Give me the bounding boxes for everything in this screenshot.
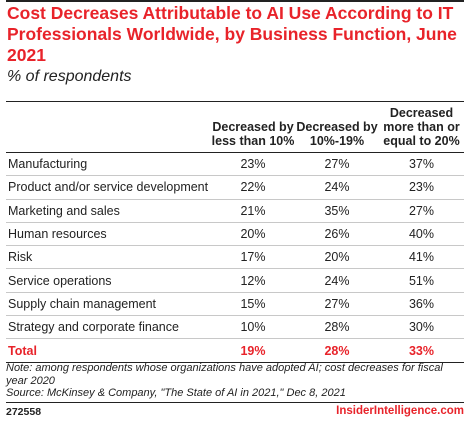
note-text: Note: among respondents whose organizati… bbox=[6, 362, 443, 387]
header-cell-20-plus: Decreased more than or equal to 20% bbox=[379, 102, 464, 153]
cell-value: 51% bbox=[379, 268, 464, 293]
cell-value: 24% bbox=[295, 175, 379, 200]
chart-title: Cost Decreases Attributable to AI Use Ac… bbox=[7, 3, 457, 65]
table-row: Human resources 20% 26% 40% bbox=[6, 222, 464, 247]
cell-value: 12% bbox=[211, 268, 295, 293]
row-label: Product and/or service development bbox=[6, 175, 211, 200]
cell-value: 21% bbox=[211, 199, 295, 223]
note-block: Note: among respondents whose organizati… bbox=[6, 362, 462, 400]
cell-value: 27% bbox=[295, 292, 379, 317]
cell-value: 36% bbox=[379, 292, 464, 317]
chart-id: 272558 bbox=[6, 406, 42, 418]
row-label: Service operations bbox=[6, 268, 211, 293]
cell-value: 20% bbox=[295, 245, 379, 270]
cell-value: 15% bbox=[211, 292, 295, 317]
table-row: Marketing and sales 21% 35% 27% bbox=[6, 199, 464, 223]
data-table: Decreased by less than 10% Decreased by … bbox=[6, 102, 464, 363]
cell-value: 23% bbox=[211, 152, 295, 177]
cell-value: 23% bbox=[379, 175, 464, 200]
table-body: Manufacturing 23% 27% 37% Product and/or ser… bbox=[6, 152, 464, 363]
cell-value: 10% bbox=[211, 315, 295, 340]
table-row: Product and/or service development 22% 24%… bbox=[6, 175, 464, 200]
cell-value: 20% bbox=[211, 222, 295, 247]
header-rule bbox=[6, 101, 464, 102]
cell-value: 30% bbox=[379, 315, 464, 340]
cell-value: 28% bbox=[295, 315, 379, 340]
row-label: Manufacturing bbox=[6, 152, 211, 177]
top-rule bbox=[6, 0, 464, 2]
brand-link[interactable]: InsiderIntelligence.com bbox=[336, 405, 464, 417]
row-label: Risk bbox=[6, 245, 211, 270]
table-row: Strategy and corporate finance 10% 28% 30% bbox=[6, 315, 464, 340]
total-row: Total 19% 28% 33% bbox=[6, 338, 464, 363]
row-label: Strategy and corporate finance bbox=[6, 315, 211, 340]
table-row: Service operations 12% 24% 51% bbox=[6, 268, 464, 293]
header-cell-10-19: Decreased by 10%-19% bbox=[295, 102, 379, 153]
header-row: Decreased by less than 10% Decreased by … bbox=[6, 102, 464, 153]
table-row: Risk 17% 20% 41% bbox=[6, 245, 464, 270]
row-label: Supply chain management bbox=[6, 292, 211, 317]
cell-value: 19% bbox=[211, 338, 295, 363]
row-label: Total bbox=[6, 338, 211, 363]
cell-value: 22% bbox=[211, 175, 295, 200]
row-label: Human resources bbox=[6, 222, 211, 247]
cell-value: 28% bbox=[295, 338, 379, 363]
source-text: Source: McKinsey & Company, "The State o… bbox=[6, 387, 346, 399]
header-cell-label bbox=[6, 102, 211, 153]
table-row: Supply chain management 15% 27% 36% bbox=[6, 292, 464, 317]
cell-value: 37% bbox=[379, 152, 464, 177]
table-row: Manufacturing 23% 27% 37% bbox=[6, 152, 464, 177]
header-cell-less-than-10: Decreased by less than 10% bbox=[211, 102, 295, 153]
cell-value: 27% bbox=[295, 152, 379, 177]
cell-value: 33% bbox=[379, 338, 464, 363]
cell-value: 35% bbox=[295, 199, 379, 223]
cell-value: 17% bbox=[211, 245, 295, 270]
cell-value: 24% bbox=[295, 268, 379, 293]
cell-value: 26% bbox=[295, 222, 379, 247]
cell-value: 40% bbox=[379, 222, 464, 247]
row-label: Marketing and sales bbox=[6, 199, 211, 223]
cell-value: 41% bbox=[379, 245, 464, 270]
cell-value: 27% bbox=[379, 199, 464, 223]
bottom-rule bbox=[6, 402, 464, 403]
chart-subtitle: % of respondents bbox=[7, 68, 132, 85]
